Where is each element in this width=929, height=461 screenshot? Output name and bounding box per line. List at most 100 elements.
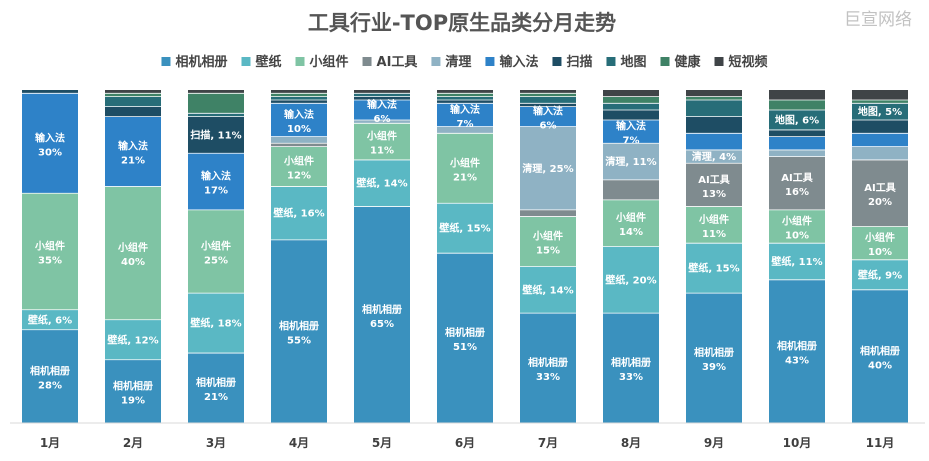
bar-segment [852,103,908,120]
bar-segment [520,126,576,210]
legend-swatch [606,57,616,66]
bar-segment [188,113,244,117]
legend-swatch [241,57,251,66]
data-label: 小组件 11% [366,130,397,157]
bar-segment [354,119,410,124]
bar-segment [437,90,493,94]
bar-segment [354,93,410,97]
bar-segment [22,329,78,423]
legend-swatch [660,57,670,66]
legend-item: 输入法 [485,54,538,70]
data-label: 清理, 25% [522,162,573,175]
bar-stack [437,90,493,423]
x-tick-label: 8月 [621,436,641,450]
bar-segment [686,243,742,294]
data-label: 壁纸, 14% [356,177,407,190]
data-label: 小组件 21% [449,156,480,183]
bar-segment [188,209,244,294]
bar-segment [520,93,576,97]
legend-label: 壁纸 [255,54,281,70]
bar-stack [271,90,327,423]
bar-segment [22,93,78,194]
bar-segment [769,209,825,244]
legend-label: 输入法 [499,54,538,70]
bar-segment [686,133,742,150]
bar-segment [520,313,576,423]
data-label: 壁纸, 11% [771,255,822,268]
data-label: 输入法 7% [616,120,646,147]
data-label: 输入法 21% [118,140,148,167]
bar-segment [769,129,825,137]
bar-segment [603,179,659,200]
data-label: 相机相册 21% [196,376,236,403]
data-label: 扫描, 11% [190,128,241,141]
data-label: 输入法 6% [367,98,397,125]
bar-segment [437,253,493,423]
bar-segment [769,109,825,130]
bar-segment [354,96,410,100]
data-label: 输入法 10% [284,108,314,135]
legend-label: 小组件 [310,54,349,70]
data-label: 壁纸, 20% [605,273,656,286]
bar-stack [105,90,161,423]
bar-segment [271,99,327,104]
data-label: 小组件 11% [698,213,729,240]
bar-segment [188,90,244,94]
bar-segment [520,266,576,314]
legend-swatch [161,57,171,66]
bars-group: 相机相册 28% 壁纸, 6% 小组件 35% 输入法 30% 相机相册 19% 壁纸, 12% 小… [22,90,908,423]
bar-segment [520,96,576,104]
bar-segment [188,353,244,423]
data-label: 壁纸, 15% [439,222,490,235]
bar-segment [520,90,576,94]
bar-segment [852,119,908,134]
bar-segment [852,146,908,160]
bar-segment [271,93,327,97]
data-label: 清理, 4% [692,150,736,163]
data-label: 相机相册 19% [113,379,153,406]
legend: 相机相册 壁纸 小组件 AI工具 清理 输入法 扫描 地图 健康 短视频 [161,54,768,70]
bar-segment [686,96,742,100]
data-label: 小组件 10% [864,231,895,258]
bar-segment [769,279,825,423]
bar-segment [271,96,327,100]
data-label: 相机相册 51% [445,326,485,353]
bar-segment [769,243,825,280]
legend-item: 健康 [660,54,701,70]
bar-segment [603,246,659,314]
bar-segment [686,116,742,134]
legend-label: 短视频 [729,54,768,70]
x-axis-ticks: 1月 2月 3月 4月 5月 6月 7月 8月 9月 10月 11月 [40,436,895,450]
x-tick-label: 11月 [866,436,895,450]
bar-stack [769,90,825,423]
bar-segment [271,143,327,147]
chart-title: 工具行业-TOP原生品类分月走势 [308,11,616,35]
bar-segment [188,293,244,354]
legend-item: 地图 [606,54,646,70]
data-label: 相机相册 40% [860,344,900,371]
bar-stack [603,90,659,423]
data-label: 小组件 12% [283,155,314,182]
bar-segment [769,136,825,150]
legend-item: 相机相册 [161,54,227,70]
x-tick-label: 3月 [206,436,226,450]
data-label: 壁纸, 9% [858,268,902,281]
bar-segment [354,159,410,207]
data-label: 输入法 30% [35,131,65,158]
legend-label: 相机相册 [175,54,227,70]
legend-swatch [295,57,305,66]
bar-segment [271,90,327,94]
bar-segment [603,313,659,423]
bar-stack [520,90,576,423]
bar-segment [686,90,742,97]
data-label: 小组件 40% [117,241,148,268]
x-tick-label: 2月 [123,436,143,450]
legend-item: 小组件 [295,54,349,70]
bar-segment [188,153,244,210]
legend-item: 短视频 [714,54,768,70]
data-label: 壁纸, 15% [688,262,739,275]
data-label: 相机相册 65% [362,303,402,330]
bar-segment [437,99,493,104]
bar-segment [271,103,327,137]
